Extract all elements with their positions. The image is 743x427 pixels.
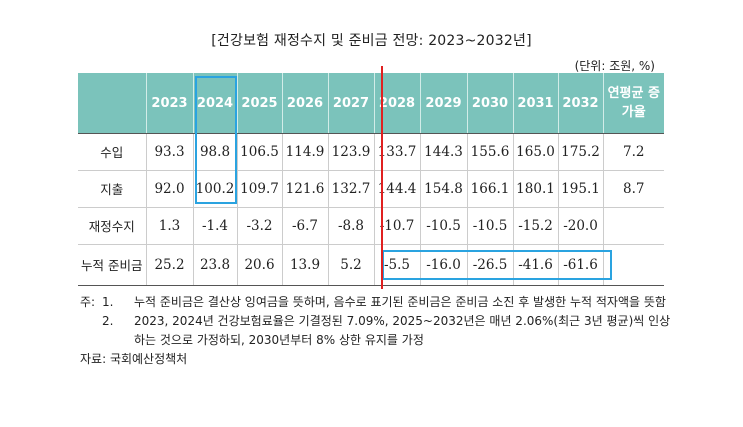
note-lead: 주: [80, 295, 96, 309]
header-cell: 2032 [557, 73, 603, 134]
header-cell-growth: 연평균 증가율 [602, 73, 664, 134]
table-cell: 8.7 [602, 170, 664, 208]
table-row: 수입 93.3 98.8 106.5 114.9 123.9 133.7 144.3 155.6… [78, 133, 664, 171]
table-row: 지출 92.0 100.2 109.7 121.6 132.7 144.4 154.8 166.… [78, 170, 664, 208]
table-cell: 121.6 [281, 170, 328, 208]
table-cell: -10.5 [466, 207, 513, 245]
table-cell: 23.8 [192, 244, 237, 286]
projection-divider-line [381, 66, 383, 289]
table-title: [건강보험 재정수지 및 준비금 전망: 2023~2032년] [211, 33, 532, 49]
table-cell: 100.2 [192, 170, 237, 208]
highlight-2024-box [195, 76, 237, 204]
row-label: 수입 [78, 133, 146, 171]
table-cell: 106.5 [236, 133, 282, 171]
table-cell: 93.3 [145, 133, 193, 171]
table-cell [602, 207, 664, 245]
header-cell: 2030 [466, 73, 513, 134]
header-cell: 2024 [192, 73, 237, 134]
table-cell: 5.2 [327, 244, 374, 286]
header-cell: 2029 [419, 73, 467, 134]
table-cell: 13.9 [281, 244, 328, 286]
table-cell: 98.8 [192, 133, 237, 171]
table-cell: -3.2 [236, 207, 282, 245]
table-cell: 154.8 [419, 170, 467, 208]
header-cell: 2027 [327, 73, 374, 134]
note-number: 1. [102, 295, 114, 309]
table-cell: 123.9 [327, 133, 374, 171]
table-cell: -1.4 [192, 207, 237, 245]
table-cell: 155.6 [466, 133, 513, 171]
table-cell: 109.7 [236, 170, 282, 208]
table-cell: 25.2 [145, 244, 193, 286]
table-cell: -8.8 [327, 207, 374, 245]
table-cell: 195.1 [557, 170, 603, 208]
table-cell: 1.3 [145, 207, 193, 245]
table-cell: 144.3 [419, 133, 467, 171]
footnotes: 주: 1. 누적 준비금은 결산상 잉여금을 뜻하며, 음수로 표기된 준비금은… [80, 293, 680, 369]
table-cell: -20.0 [557, 207, 603, 245]
note-item: 2. 2023, 2024년 건강보험료율은 기결정된 7.09%, 2025~… [80, 312, 680, 350]
table-row: 재정수지 1.3 -1.4 -3.2 -6.7 -8.8 -10.7 -10.5 -10.5 -1… [78, 207, 664, 245]
unit-label: (단위: 조원, %) [574, 59, 655, 73]
table-cell: 92.0 [145, 170, 193, 208]
table-cell: 175.2 [557, 133, 603, 171]
table-cell [602, 244, 664, 286]
highlight-deficit-reserve-box [382, 250, 612, 280]
note-text: 누적 준비금은 결산상 잉여금을 뜻하며, 음수로 표기된 준비금은 준비금 소… [134, 295, 666, 309]
table-cell: 7.2 [602, 133, 664, 171]
table-cell: -6.7 [281, 207, 328, 245]
table-cell: 165.0 [512, 133, 558, 171]
header-cell: 2025 [236, 73, 282, 134]
source-line: 자료: 국회예산정책처 [80, 352, 188, 366]
header-cell: 2026 [281, 73, 328, 134]
header-cell: 2031 [512, 73, 558, 134]
table-cell: 114.9 [281, 133, 328, 171]
row-label: 재정수지 [78, 207, 146, 245]
row-label: 지출 [78, 170, 146, 208]
table-cell: 20.6 [236, 244, 282, 286]
row-label: 누적 준비금 [78, 244, 146, 286]
table-cell: 180.1 [512, 170, 558, 208]
note-text: 2023, 2024년 건강보험료율은 기결정된 7.09%, 2025~203… [134, 314, 671, 347]
table-cell: -10.5 [419, 207, 467, 245]
note-number: 2. [102, 314, 114, 328]
fiscal-projection-table: 2023 2024 2025 2026 2027 2028 2029 2030 … [78, 73, 664, 286]
header-cell [78, 73, 146, 134]
note-item: 주: 1. 누적 준비금은 결산상 잉여금을 뜻하며, 음수로 표기된 준비금은… [80, 293, 680, 312]
table-cell: 132.7 [327, 170, 374, 208]
table-cell: -15.2 [512, 207, 558, 245]
header-row: 2023 2024 2025 2026 2027 2028 2029 2030 … [78, 73, 664, 134]
table-cell: 166.1 [466, 170, 513, 208]
header-cell: 2023 [145, 73, 193, 134]
